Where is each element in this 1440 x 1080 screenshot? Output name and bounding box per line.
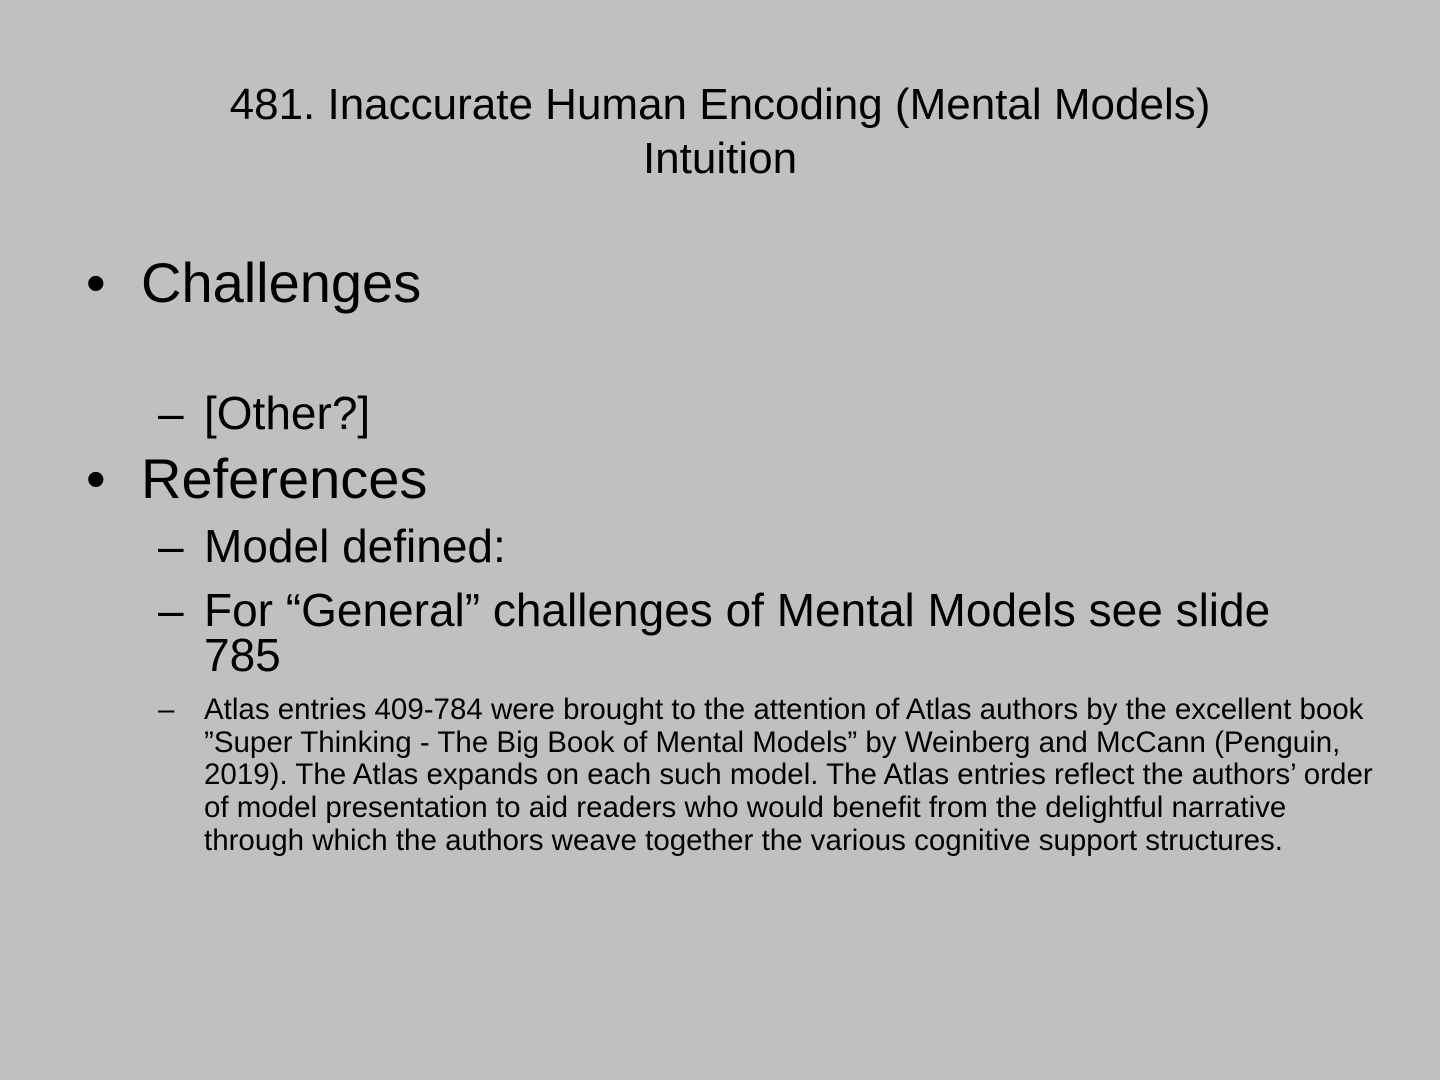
sub-item-model-defined-text: Model defined:: [204, 520, 506, 572]
slide-title: 481. Inaccurate Human Encoding (Mental M…: [0, 78, 1440, 186]
slide-title-line-2: Intuition: [642, 134, 798, 183]
bullet-references-label: References: [141, 447, 428, 510]
bullet-challenges: • Challenges: [86, 251, 421, 315]
sub-item-other-text: [Other?]: [204, 387, 371, 439]
dash-marker-icon: –: [158, 584, 184, 636]
reference-note-text: Atlas entries 409-784 were brought to th…: [204, 693, 1373, 857]
bullet-references: • References: [86, 447, 427, 511]
reference-note: – Atlas entries 409-784 were brought to …: [158, 693, 1384, 858]
sub-item-model-defined: – Model defined:: [158, 520, 1324, 572]
slide-title-line-1: 481. Inaccurate Human Encoding (Mental M…: [229, 80, 1211, 129]
sub-item-other: – [Other?]: [158, 387, 1324, 439]
sub-item-general-challenges-text: For “General” challenges of Mental Model…: [204, 584, 1271, 681]
bullet-marker-icon: •: [86, 447, 106, 510]
dash-marker-icon: –: [158, 520, 184, 572]
dash-marker-icon: –: [158, 693, 175, 726]
bullet-challenges-label: Challenges: [141, 251, 422, 314]
sub-item-general-challenges: – For “General” challenges of Mental Mod…: [158, 584, 1324, 681]
bullet-marker-icon: •: [86, 251, 106, 314]
dash-marker-icon: –: [158, 387, 184, 439]
